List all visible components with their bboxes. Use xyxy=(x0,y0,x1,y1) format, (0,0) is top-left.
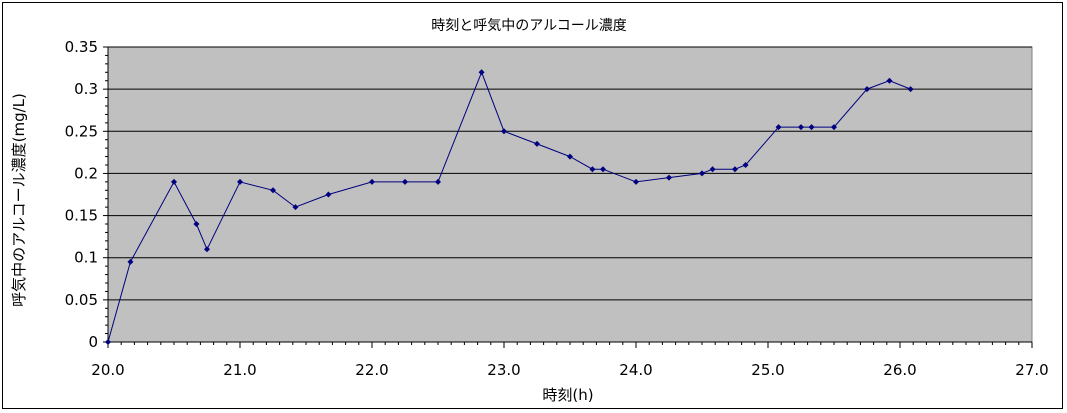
x-tick-label: 23.0 xyxy=(487,361,520,379)
y-tick-label: 0.1 xyxy=(74,249,98,267)
data-point xyxy=(699,170,705,177)
data-point xyxy=(171,178,177,185)
x-tick-label: 26.0 xyxy=(883,361,916,379)
data-point xyxy=(633,178,639,185)
data-point xyxy=(709,166,716,173)
data-point xyxy=(193,221,200,227)
data-point xyxy=(325,191,332,198)
data-point xyxy=(369,178,375,185)
data-point xyxy=(907,86,914,93)
data-point xyxy=(435,178,441,185)
data-point xyxy=(666,174,672,181)
y-tick-label: 0.05 xyxy=(65,291,98,309)
data-point xyxy=(270,187,276,194)
data-point xyxy=(204,246,210,253)
data-point xyxy=(534,140,540,147)
data-point xyxy=(808,124,815,131)
data-point xyxy=(237,178,243,185)
data-point xyxy=(831,124,837,131)
y-tick-label: 0.25 xyxy=(65,122,98,140)
data-point xyxy=(567,153,573,160)
x-tick-label: 21.0 xyxy=(223,361,256,379)
x-tick-label: 24.0 xyxy=(619,361,652,379)
x-tick-label: 22.0 xyxy=(355,361,388,379)
y-tick-label: 0 xyxy=(88,333,98,351)
data-point xyxy=(402,178,408,185)
data-point xyxy=(478,69,485,76)
y-tick-label: 0.15 xyxy=(65,207,98,225)
x-tick-label: 27.0 xyxy=(1015,361,1048,379)
data-point xyxy=(864,86,870,93)
y-tick-label: 0.35 xyxy=(65,38,98,56)
data-point xyxy=(105,339,111,345)
data-point xyxy=(742,162,749,168)
data-point xyxy=(127,258,134,265)
data-point xyxy=(501,128,507,135)
y-axis-title: 呼気中のアルコール濃度(mg/L) xyxy=(10,93,28,307)
plot-background xyxy=(107,46,1033,343)
data-point xyxy=(798,124,804,131)
data-point xyxy=(292,204,299,211)
data-point xyxy=(775,124,782,131)
y-tick-label: 0.2 xyxy=(74,164,98,182)
data-point xyxy=(886,77,893,84)
y-tick-label: 0.3 xyxy=(74,80,98,98)
data-point xyxy=(589,166,596,173)
x-tick-label: 25.0 xyxy=(751,361,784,379)
data-point xyxy=(600,166,606,173)
x-tick-label: 20.0 xyxy=(91,361,124,379)
x-axis-title: 時刻(h) xyxy=(542,386,593,404)
data-point xyxy=(732,166,738,173)
chart-title: 時刻と呼気中のアルコール濃度 xyxy=(431,18,627,34)
